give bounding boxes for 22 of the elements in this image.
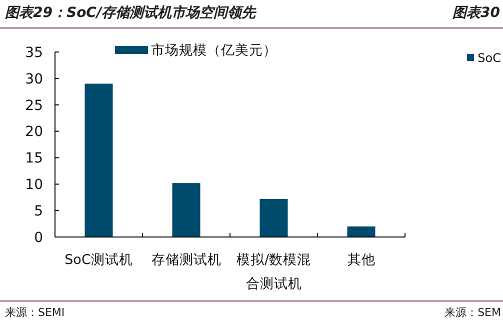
text: SoC bbox=[478, 51, 501, 66]
legend-label: 市场规模（亿美元） bbox=[151, 42, 277, 59]
bar bbox=[347, 226, 376, 237]
bar bbox=[260, 198, 288, 237]
source-note: 来源：SEMI bbox=[5, 306, 65, 319]
y-tick-label: 15 bbox=[25, 150, 43, 167]
text: 图表30 bbox=[452, 5, 500, 21]
bar bbox=[172, 183, 200, 237]
y-tick-label: 25 bbox=[25, 98, 43, 114]
x-tick-label: SoC测试机 bbox=[64, 252, 133, 268]
y-tick-label: 10 bbox=[25, 177, 43, 194]
y-tick-label: 35 bbox=[25, 44, 43, 61]
y-tick-label: 5 bbox=[34, 203, 43, 220]
x-tick-label: 模拟/数模混合测试机 bbox=[236, 252, 312, 292]
x-tick-label: 存储测试机 bbox=[151, 252, 222, 268]
y-tick-label: 30 bbox=[25, 71, 43, 88]
bar bbox=[84, 84, 113, 237]
x-tick-label: 其他 bbox=[347, 252, 376, 268]
source-note: 来源：SEM bbox=[444, 306, 501, 319]
y-tick-label: 20 bbox=[25, 124, 43, 140]
chart-title: 图表29：SoC/存储测试机市场空间领先 bbox=[5, 4, 258, 21]
y-tick-label: 0 bbox=[34, 230, 43, 246]
